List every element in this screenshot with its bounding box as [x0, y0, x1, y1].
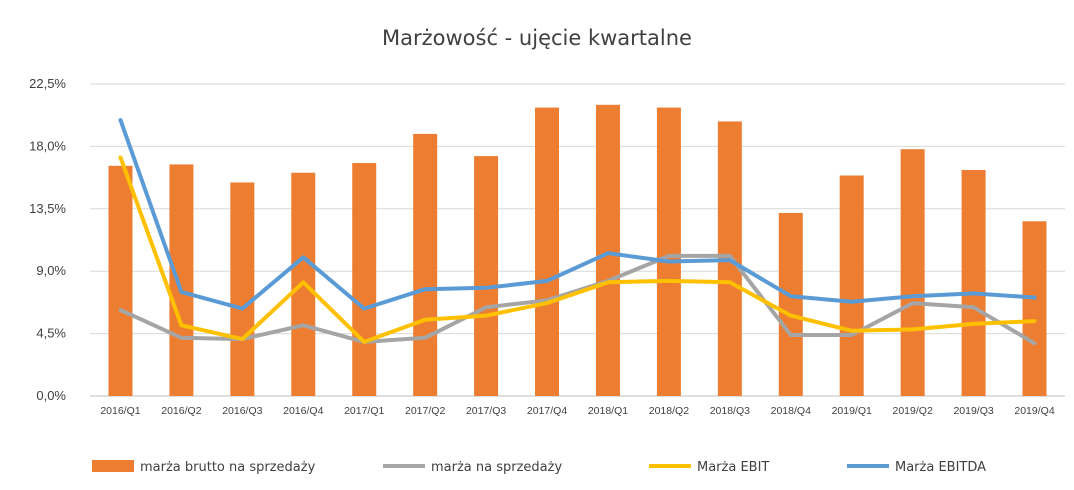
legend: marża brutto na sprzedaży marża na sprzed…: [92, 460, 986, 475]
x-tick-label: 2018/Q3: [710, 405, 750, 417]
x-tick-label: 2019/Q2: [893, 405, 933, 417]
x-tick-label: 2019/Q4: [1014, 405, 1054, 417]
bar: [595, 104, 620, 397]
x-tick-label: 2019/Q3: [953, 405, 993, 417]
line-series: [118, 118, 1037, 346]
bar-series: [108, 104, 1047, 397]
legend-label: marża na sprzedaży: [431, 460, 562, 475]
bar: [169, 164, 194, 396]
series-line: [118, 118, 1037, 311]
y-tick-label: 0,0%: [36, 388, 66, 403]
x-axis-ticks: 2016/Q1 2016/Q2 2016/Q3 2016/Q4 2017/Q1 2017/…: [100, 405, 1055, 417]
x-tick-label: 2016/Q1: [100, 405, 140, 417]
legend-label: Marża EBITDA: [895, 460, 986, 475]
y-axis-ticks: 0,0% 4,5% 9,0% 13,5% 18,0% 22,5%: [29, 76, 66, 403]
legend-label: Marża EBIT: [697, 460, 769, 475]
bar: [474, 156, 499, 396]
y-tick-label: 22,5%: [29, 76, 66, 91]
y-tick-label: 18,0%: [29, 138, 66, 153]
bar: [961, 169, 986, 396]
bar: [230, 182, 255, 396]
y-tick-label: 13,5%: [29, 201, 66, 216]
bar: [108, 165, 133, 396]
bar: [839, 175, 864, 396]
series-line: [118, 155, 1037, 344]
x-tick-label: 2016/Q4: [283, 405, 323, 417]
bar: [413, 133, 438, 397]
bar: [1022, 221, 1047, 396]
x-tick-label: 2016/Q2: [161, 405, 201, 417]
x-tick-label: 2019/Q1: [832, 405, 872, 417]
legend-label: marża brutto na sprzedaży: [140, 460, 316, 475]
bar: [656, 107, 681, 396]
x-tick-label: 2018/Q4: [771, 405, 811, 417]
x-tick-label: 2017/Q2: [405, 405, 445, 417]
chart-title: Marżowość - ujęcie kwartalne: [382, 26, 692, 50]
x-tick-label: 2016/Q3: [222, 405, 262, 417]
x-tick-label: 2018/Q2: [649, 405, 689, 417]
x-tick-label: 2018/Q1: [588, 405, 628, 417]
bar: [535, 107, 560, 396]
x-tick-label: 2017/Q3: [466, 405, 506, 417]
bar: [900, 149, 925, 396]
bar: [352, 163, 377, 396]
x-tick-label: 2017/Q4: [527, 405, 567, 417]
y-tick-label: 9,0%: [36, 263, 66, 278]
bar: [778, 212, 803, 396]
y-tick-label: 4,5%: [36, 326, 66, 341]
x-tick-label: 2017/Q1: [344, 405, 384, 417]
legend-swatch: [92, 460, 134, 472]
